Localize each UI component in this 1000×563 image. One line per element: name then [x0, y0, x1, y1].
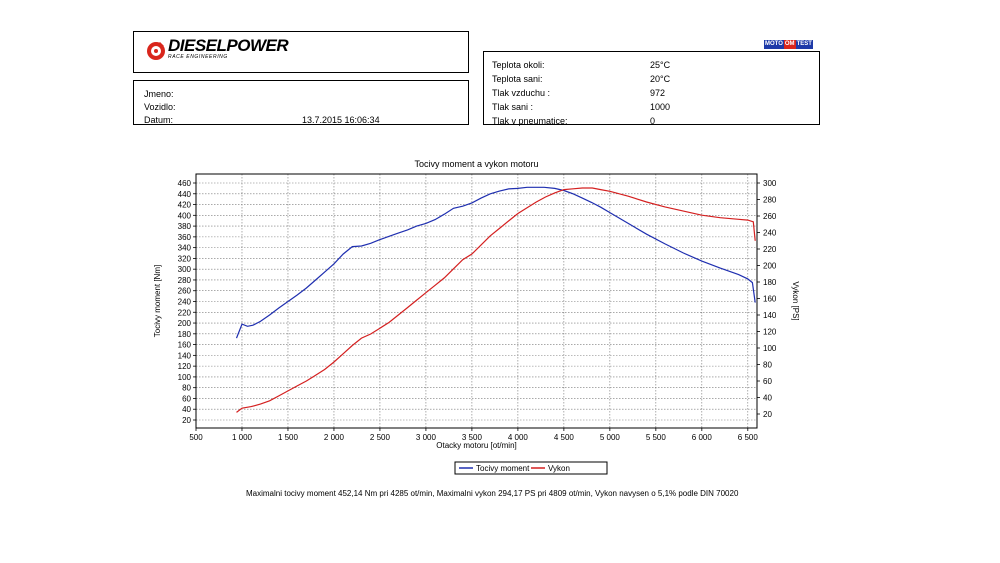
y2-tick-label: 100	[763, 344, 777, 353]
x-tick-label: 6 500	[738, 433, 759, 442]
x-tick-label: 1 000	[232, 433, 253, 442]
x-tick-label: 3 000	[416, 433, 437, 442]
x-tick-label: 5 000	[600, 433, 621, 442]
date-label: Datum:	[144, 115, 174, 125]
y-tick-label: 40	[182, 405, 191, 414]
y-tick-label: 140	[178, 351, 192, 360]
badge-part-3: TEST	[795, 40, 813, 49]
x-tick-label: 3 500	[462, 433, 483, 442]
y2-tick-label: 160	[763, 295, 777, 304]
badge-part-2: OM	[783, 40, 796, 49]
y2-axis-label: Vykon [PS]	[791, 281, 800, 320]
y2-tick-label: 280	[763, 196, 777, 205]
x-tick-label: 2 000	[324, 433, 345, 442]
chart-title: Tocivy moment a vykon motoru	[414, 159, 538, 169]
x-tick-label: 4 500	[554, 433, 575, 442]
y-tick-label: 300	[178, 265, 192, 274]
brand-name: DIESELPOWER	[168, 36, 289, 55]
condition-value: 1000	[650, 102, 671, 112]
condition-label: Tlak vzduchu :	[492, 88, 551, 98]
plot-frame	[195, 173, 758, 429]
y-tick-label: 320	[178, 254, 192, 263]
y-tick-label: 280	[178, 276, 192, 285]
date-value: 13.7.2015 16:06:34	[302, 115, 380, 125]
condition-label: Teplota sani:	[492, 74, 543, 84]
logo-panel: DIESELPOWER RACE ENGINEERING	[133, 31, 469, 73]
y2-tick-label: 140	[763, 311, 777, 320]
badge-part-1: MOTO	[764, 40, 784, 49]
y2-tick-label: 40	[763, 394, 772, 403]
x-tick-label: 500	[189, 433, 203, 442]
legend-label-power: Vykon	[548, 464, 570, 473]
legend-label-torque: Tocivy moment	[476, 464, 530, 473]
x-tick-label: 1 500	[278, 433, 299, 442]
condition-value: 25°C	[650, 60, 671, 70]
series-line-tocivy-moment	[235, 186, 756, 339]
y-tick-label: 460	[178, 179, 192, 188]
summary-text: Maximalni tocivy moment 452,14 Nm pri 42…	[246, 489, 739, 498]
y2-tick-label: 220	[763, 245, 777, 254]
y-axis-label: Tocivy moment [Nm]	[153, 265, 162, 337]
y-tick-label: 440	[178, 190, 192, 199]
y-tick-label: 60	[182, 394, 191, 403]
turbo-logo-icon	[147, 42, 165, 60]
vehicle-info-panel: Jmeno: Vozidlo: Datum: 13.7.2015 16:06:3…	[133, 80, 469, 125]
y2-tick-label: 300	[763, 179, 777, 188]
y-tick-label: 20	[182, 416, 191, 425]
y2-tick-label: 120	[763, 328, 777, 337]
x-axis-label: Otacky motoru [ot/min]	[436, 441, 516, 450]
x-tick-label: 6 000	[692, 433, 713, 442]
y2-tick-label: 180	[763, 278, 777, 287]
condition-value: 0	[650, 116, 656, 126]
condition-value: 972	[650, 88, 666, 98]
brand-subtitle: RACE ENGINEERING	[168, 54, 228, 60]
y-tick-label: 260	[178, 287, 192, 296]
y2-tick-label: 240	[763, 229, 777, 238]
conditions-panel: Teplota okoli: 25°C Teplota sani: 20°C T…	[483, 51, 820, 126]
condition-label: Tlak sani :	[492, 102, 534, 112]
condition-label: Tlak v pneumatice:	[492, 116, 568, 126]
y-tick-label: 160	[178, 341, 192, 350]
name-label: Jmeno:	[144, 89, 174, 99]
y-tick-label: 180	[178, 330, 192, 339]
x-tick-label: 4 000	[508, 433, 529, 442]
condition-value: 20°C	[650, 74, 671, 84]
y-tick-label: 380	[178, 222, 192, 231]
y-tick-label: 340	[178, 244, 192, 253]
y2-tick-label: 20	[763, 410, 772, 419]
y2-tick-label: 200	[763, 262, 777, 271]
y2-tick-label: 60	[763, 377, 772, 386]
x-tick-label: 5 500	[646, 433, 667, 442]
series-line-vykon	[236, 187, 756, 413]
y-tick-label: 80	[182, 384, 191, 393]
y-tick-label: 200	[178, 319, 192, 328]
y-tick-label: 240	[178, 298, 192, 307]
condition-label: Teplota okoli:	[492, 60, 545, 70]
y-tick-label: 100	[178, 373, 192, 382]
y-tick-label: 420	[178, 201, 192, 210]
y2-tick-label: 80	[763, 361, 772, 370]
y-tick-label: 360	[178, 233, 192, 242]
y2-tick-label: 260	[763, 212, 777, 221]
motoomtest-badge: MOTO OM TEST	[764, 40, 813, 49]
y-tick-label: 220	[178, 308, 192, 317]
vehicle-label: Vozidlo:	[144, 102, 176, 112]
y-tick-label: 120	[178, 362, 192, 371]
y-tick-label: 400	[178, 211, 192, 220]
x-tick-label: 2 500	[370, 433, 391, 442]
